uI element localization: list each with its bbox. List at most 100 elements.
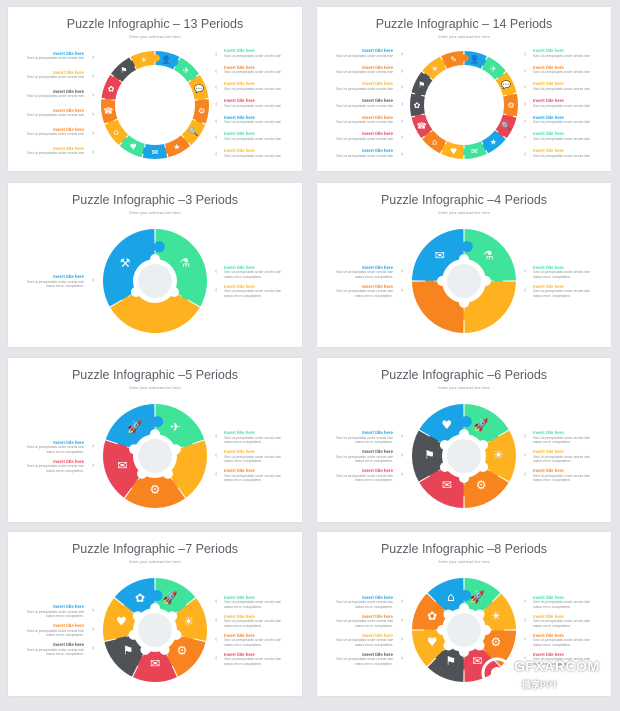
segment-icon: ⚗	[483, 249, 494, 263]
puzzle-segment-3	[495, 71, 517, 96]
hub-notch	[439, 440, 450, 450]
segment-icon: ⚙	[490, 635, 501, 649]
chevron-right-icon: ›	[92, 110, 95, 118]
chevron-right-icon: ›	[92, 645, 95, 652]
puzzle-segment-3	[103, 229, 155, 307]
chevron-right-icon: ›	[401, 67, 404, 75]
label-title: Insert title here	[362, 449, 393, 454]
puzzle-segment-14	[441, 51, 464, 69]
label-body-line2: natus error voluptatem.	[533, 274, 571, 279]
label-body: Sed ut perspiciatis unde omnis iste	[336, 657, 393, 661]
hub-notch	[478, 440, 489, 450]
puzzle-segment-4	[192, 99, 209, 124]
info-label-left: Insert title here Sed ut perspiciatis und…	[317, 131, 393, 141]
hub-notch	[169, 287, 180, 297]
puzzle-segment-7	[412, 593, 452, 630]
label-body: Sed ut perspiciatis unde omnis iste	[533, 638, 590, 642]
chevron-right-icon: ›	[401, 151, 404, 158]
chevron-right-icon: ›	[401, 635, 404, 643]
label-body-line2: natus error voluptatem.	[355, 604, 393, 609]
segment-icon: ♥	[450, 147, 457, 156]
segment-icon: ⌂	[447, 590, 455, 604]
label-title: Insert title here	[362, 64, 393, 70]
segment-icon: ⚒	[120, 256, 131, 270]
segment-icon: ⚙	[507, 101, 514, 110]
info-label-left: Insert title here Sed ut perspiciatis und…	[317, 48, 393, 58]
info-label-left: Insert title here Sed ut perspiciatis und…	[8, 642, 84, 657]
label-title: Insert title here	[533, 594, 564, 600]
puzzle-segment-6	[419, 404, 464, 448]
hub-notch	[474, 640, 485, 651]
label-body: Sed ut perspiciatis unde omnis iste	[533, 120, 590, 125]
hub-notch	[150, 429, 160, 439]
chevron-left-icon: ‹	[524, 151, 527, 158]
segment-icon: ✉	[435, 249, 445, 263]
segment-icon: ✈	[170, 420, 180, 434]
chevron-right-icon: ›	[401, 452, 404, 459]
info-label-left: Insert title here Sed ut perspiciatis und…	[8, 51, 84, 61]
info-label-left: Insert title here Sed ut perspiciatis und…	[317, 65, 393, 75]
label-title: Insert title here	[533, 449, 564, 454]
slide-3: Puzzle Infographic –3 Periods Enter your …	[8, 183, 302, 347]
chevron-left-icon: ‹	[524, 51, 527, 58]
puzzle-segment-12	[110, 57, 136, 82]
label-body-line2: natus error voluptatem.	[533, 642, 571, 647]
label-title: Insert title here	[53, 50, 84, 56]
hub-notch	[137, 468, 148, 479]
segment-icon: ⌂	[432, 138, 437, 147]
label-body-line2: natus error voluptatem.	[46, 449, 84, 454]
puzzle-segment-5	[427, 642, 464, 682]
label-body: Sed ut perspiciatis unde omnis iste	[224, 120, 281, 125]
puzzle-segment-8	[441, 141, 464, 159]
label-body: Sed ut perspiciatis unde omnis iste	[224, 289, 281, 293]
label-title: Insert title here	[224, 148, 255, 153]
label-body: Sed ut perspiciatis unde omnis iste	[27, 464, 84, 468]
chevron-right-icon: ›	[401, 117, 404, 125]
chevron-right-icon: ›	[92, 607, 95, 614]
slide-subtitle: Enter your subhead line here	[129, 34, 181, 39]
chevron-left-icon: ‹	[524, 84, 527, 92]
chevron-left-icon: ‹	[524, 67, 527, 75]
info-label-left: Insert title here Sed ut perspiciatis und…	[317, 595, 393, 610]
hub-notch	[459, 473, 469, 483]
label-title: Insert title here	[362, 594, 393, 600]
info-label-right: Insert title here Sed ut perspiciatis und…	[533, 652, 611, 667]
segment-icon: ✉	[442, 478, 452, 492]
label-title: Insert title here	[362, 114, 393, 120]
watermark-subtext: 微享PPT	[522, 680, 558, 690]
label-body: Sed ut perspiciatis unde omnis iste	[336, 103, 393, 108]
hub-center	[138, 264, 172, 298]
slide-1: Puzzle Infographic – 13 Periods Enter you…	[8, 7, 302, 171]
chevron-left-icon: ‹	[215, 616, 218, 624]
label-title: Insert title here	[362, 468, 393, 473]
segment-icon: 💬	[194, 83, 204, 93]
hub-notch	[459, 254, 469, 264]
label-title: Insert title here	[224, 430, 255, 435]
puzzle-segment-10	[101, 99, 118, 124]
label-title: Insert title here	[362, 430, 393, 435]
label-body-line2: natus error voluptatem.	[224, 293, 262, 298]
label-body: Sed ut perspiciatis unde omnis iste	[27, 94, 84, 98]
chevron-left-icon: ‹	[524, 471, 527, 478]
puzzle-knob-3	[153, 241, 165, 253]
slide-title: Puzzle Infographic –5 Periods	[71, 368, 239, 382]
label-title: Insert title here	[53, 642, 84, 647]
label-title: Insert title here	[224, 114, 255, 120]
info-label-left: Insert title here Sed ut perspiciatis und…	[8, 89, 84, 99]
puzzle-segment-2	[476, 593, 516, 630]
chevron-right-icon: ›	[401, 101, 404, 108]
label-body: Sed ut perspiciatis unde omnis iste	[336, 86, 393, 91]
label-title: Insert title here	[533, 48, 564, 53]
hub-notch	[459, 298, 469, 308]
segment-icon: ☀	[493, 448, 504, 462]
slide-2: Puzzle Infographic – 14 Periods Enter you…	[317, 7, 611, 171]
slide-title: Puzzle Infographic –8 Periods	[380, 542, 548, 556]
label-body: Sed ut perspiciatis unde omnis iste	[27, 628, 84, 633]
label-body-line2: natus error voluptatem.	[224, 440, 262, 445]
label-title: Insert title here	[53, 88, 84, 94]
label-title: Insert title here	[533, 114, 564, 120]
puzzle-segment-1	[155, 578, 196, 620]
segment-icon: ☀	[140, 55, 147, 64]
chevron-right-icon: ›	[401, 51, 404, 58]
label-body: Sed ut perspiciatis unde omnis iste	[336, 270, 393, 274]
